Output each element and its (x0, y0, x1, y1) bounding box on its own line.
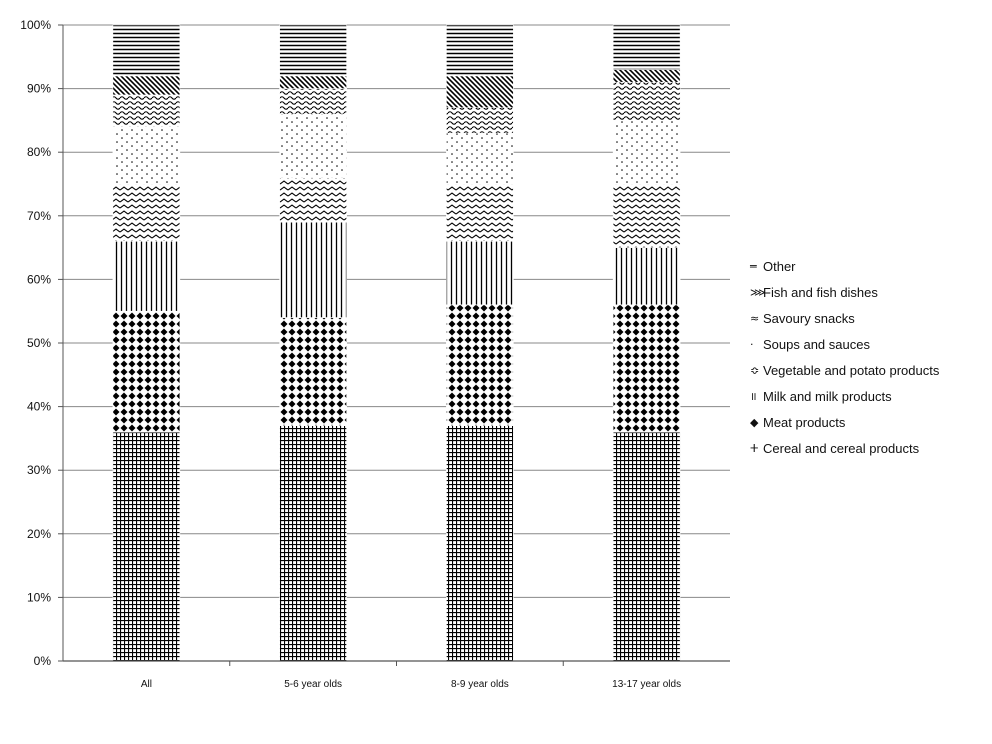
bar-segment (446, 75, 514, 108)
bar-segment (112, 183, 181, 242)
bar-segment (279, 317, 347, 426)
legend-symbol: ⋙ (750, 286, 766, 299)
bar-segment (279, 221, 347, 318)
legend: ═ Other ⋙Fish and fish dishes ≈ Savoury snac… (749, 259, 940, 456)
legend-entry: Other (763, 259, 796, 274)
bar-segment (279, 24, 347, 77)
legend-entry: Meat products (763, 415, 846, 430)
bar-segment (612, 247, 681, 306)
bar-segment (612, 24, 681, 70)
legend-symbol: ≎ (750, 364, 759, 377)
legend-entry: Fish and fish dishes (763, 285, 878, 300)
legend-entry: Soups and sauces (763, 337, 870, 352)
bar-segment (612, 431, 681, 662)
x-tick-label: 13-17 year olds (612, 679, 681, 690)
x-tick-label: 8-9 year olds (451, 679, 509, 690)
y-tick-label: 0% (34, 654, 52, 668)
bar-segment (112, 310, 181, 433)
bar-segment (112, 126, 181, 185)
y-tick-label: 60% (27, 272, 51, 286)
bar-segment (446, 24, 514, 77)
bar-segment (612, 120, 681, 185)
legend-symbol: ⵜ (750, 442, 758, 455)
x-tick-label: All (141, 679, 152, 690)
bar-segment (446, 107, 514, 134)
legend-symbol: ◆ (750, 416, 759, 429)
y-tick-label: 30% (27, 463, 51, 477)
bar-segment (612, 69, 681, 83)
legend-symbol: ॥ (750, 390, 757, 403)
bar-segment (279, 75, 347, 89)
y-tick-label: 90% (27, 82, 51, 96)
y-tick-label: 80% (27, 145, 51, 159)
x-tick-label: 5-6 year olds (284, 679, 342, 690)
legend-entry: Cereal and cereal products (763, 441, 920, 456)
bar-segment (446, 132, 514, 185)
y-tick-label: 10% (27, 590, 51, 604)
y-tick-label: 70% (27, 209, 51, 223)
legend-symbol: ≈ (750, 312, 759, 325)
bar-segment (112, 240, 181, 312)
bar-segment (612, 183, 681, 248)
bar-segment (112, 431, 181, 662)
bar-segment (279, 113, 347, 178)
bar-segment (612, 81, 681, 121)
bar-segment (279, 177, 347, 223)
bar-segment (279, 425, 347, 662)
bars (112, 24, 681, 662)
legend-symbol: · (750, 338, 754, 351)
y-tick-label: 100% (20, 18, 51, 32)
legend-entry: Milk and milk products (763, 389, 892, 404)
y-tick-label: 50% (27, 336, 51, 350)
bar-segment (446, 425, 514, 662)
bar-segment (446, 240, 514, 306)
bar-segment (612, 304, 681, 433)
bar-segment (446, 183, 514, 242)
bar-segment (112, 94, 181, 128)
legend-entry: Savoury snacks (763, 311, 855, 326)
y-axis: 0% 10% 20% 30% 40% 50% 60% 70% 80% 90% 100% (20, 18, 63, 668)
x-axis: All 5-6 year olds 8-9 year olds 13-17 year … (141, 661, 681, 690)
legend-entry: Vegetable and potato products (763, 363, 940, 378)
y-tick-label: 40% (27, 400, 51, 414)
bar-segment (112, 75, 181, 96)
bar-segment (279, 88, 347, 115)
bar-segment (446, 304, 514, 426)
bar-segment (112, 24, 181, 77)
legend-symbol: ═ (749, 260, 757, 273)
y-tick-label: 20% (27, 527, 51, 541)
